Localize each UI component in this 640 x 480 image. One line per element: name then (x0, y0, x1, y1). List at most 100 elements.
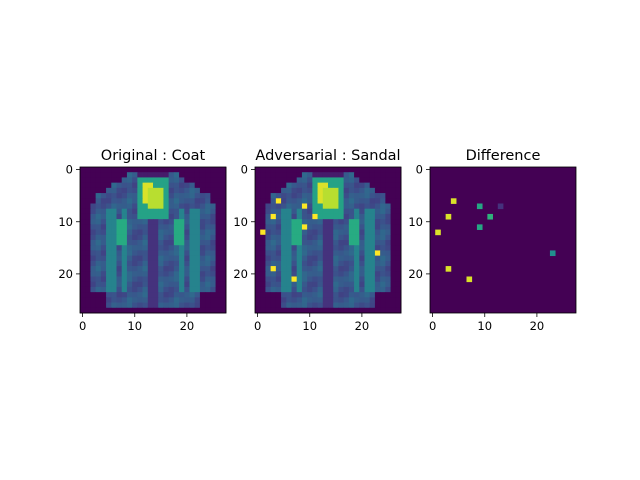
heatmap-cell (111, 234, 117, 241)
heatmap-cell (220, 177, 227, 184)
heatmap-cell (111, 208, 117, 215)
heatmap-cell (111, 250, 117, 257)
heatmap-cell (90, 208, 97, 215)
heatmap-cell (354, 213, 360, 220)
heatmap-cell (369, 177, 376, 184)
heatmap-cell (296, 167, 303, 173)
heatmap-cell (215, 297, 222, 303)
heatmap-cell (137, 271, 143, 277)
heatmap-cell (137, 213, 143, 220)
heatmap-cell (80, 240, 86, 246)
heatmap-cell (307, 187, 313, 194)
heatmap-cell (153, 260, 159, 267)
heatmap-cell (270, 224, 277, 230)
heatmap-cell (179, 198, 185, 204)
heatmap-cell (116, 297, 123, 303)
heatmap-cell (163, 250, 170, 257)
heatmap-cell (147, 229, 154, 236)
heatmap-cell (163, 266, 170, 272)
heatmap-cell (163, 193, 170, 199)
heatmap-cell (116, 193, 123, 199)
heatmap-cell (333, 193, 339, 199)
heatmap-cell (147, 307, 154, 314)
heatmap-cell (312, 240, 318, 246)
heatmap-cell (90, 219, 97, 225)
heatmap-cell (338, 250, 345, 257)
perturbed-pixel (374, 250, 381, 257)
heatmap-cell (369, 208, 376, 215)
heatmap-cell (142, 286, 149, 293)
heatmap-cell (85, 182, 91, 189)
heatmap-cell (374, 266, 381, 272)
heatmap-cell (380, 224, 386, 230)
heatmap-cell (328, 229, 334, 236)
heatmap-cell (328, 182, 334, 189)
heatmap-cell (121, 182, 128, 189)
heatmap-cell (395, 297, 402, 303)
heatmap-cell (265, 193, 272, 199)
heatmap-cell (126, 167, 133, 173)
heatmap-cell (364, 276, 371, 283)
heatmap-cell (199, 281, 206, 288)
heatmap-cell (80, 297, 86, 303)
heatmap-cell (374, 255, 381, 262)
heatmap-cell (286, 276, 292, 283)
heatmap-cell (80, 276, 86, 283)
heatmap-cell (90, 255, 97, 262)
heatmap-cell (260, 234, 266, 241)
heatmap-cell (106, 276, 112, 283)
heatmap-cell (270, 245, 277, 251)
heatmap-cell (260, 224, 266, 230)
y-tick-label: 10 (233, 215, 248, 229)
heatmap-cell (364, 240, 371, 246)
heatmap-cell (255, 292, 261, 298)
heatmap-cell (147, 281, 154, 288)
heatmap-cell (173, 167, 180, 173)
heatmap-cell (205, 271, 211, 277)
heatmap-cell (265, 302, 272, 309)
heatmap-cell (80, 224, 86, 230)
heatmap-cell (142, 224, 149, 230)
heatmap-cell (100, 172, 107, 178)
heatmap-cell (291, 250, 298, 257)
heatmap-cell (215, 208, 222, 215)
heatmap-cell (255, 177, 261, 184)
heatmap-cell (301, 307, 308, 314)
heatmap-cell (286, 177, 292, 184)
heatmap-cell (210, 302, 216, 309)
heatmap-cell (275, 229, 282, 236)
heatmap-cell (85, 193, 91, 199)
heatmap-cell (194, 250, 201, 257)
heatmap-cell (126, 193, 133, 199)
heatmap-cell (116, 187, 123, 194)
heatmap-cell (147, 286, 154, 293)
heatmap-cell (184, 250, 190, 257)
heatmap-cell (348, 208, 355, 215)
heatmap-cell (205, 292, 211, 298)
heatmap-cell (106, 250, 112, 257)
heatmap-cell (210, 307, 216, 314)
heatmap-cell (179, 208, 185, 215)
heatmap-cell (322, 234, 329, 241)
heatmap-cell (354, 281, 360, 288)
heatmap-cell (328, 167, 334, 173)
heatmap-cell (199, 229, 206, 236)
heatmap-cell (137, 255, 143, 262)
heatmap-cell (291, 245, 298, 251)
heatmap-cell (281, 250, 287, 257)
heatmap-cell (132, 276, 138, 283)
heatmap-cell (343, 260, 350, 267)
heatmap-cell (194, 266, 201, 272)
heatmap-cell (158, 297, 164, 303)
heatmap-cell (374, 167, 381, 173)
axes-frame (254, 166, 402, 314)
heatmap-cell (137, 297, 143, 303)
axes-frame (429, 166, 577, 314)
heatmap-cell (322, 292, 329, 298)
heatmap-cell (348, 245, 355, 251)
heatmap-cell (189, 302, 196, 309)
heatmap-cell (121, 208, 128, 215)
heatmap-cell (121, 255, 128, 262)
heatmap-cell (312, 193, 318, 199)
heatmap-cell (307, 203, 313, 210)
